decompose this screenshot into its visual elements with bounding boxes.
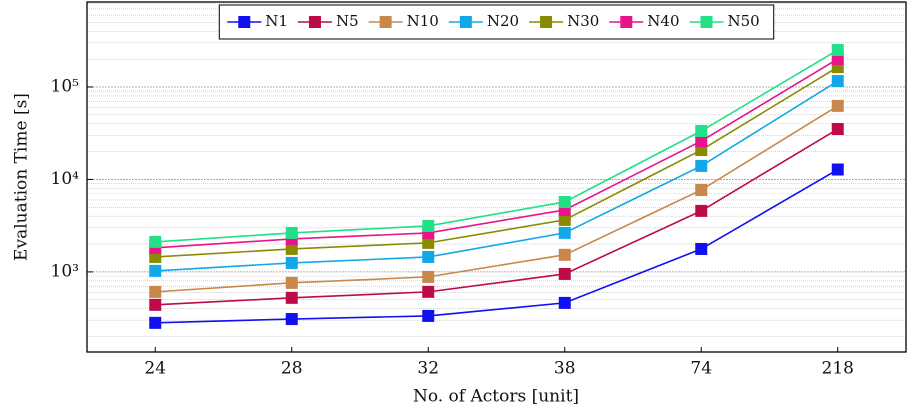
series-line [155,58,839,249]
legend-marker [540,16,553,28]
point [695,242,708,255]
series-line [155,168,839,324]
legend: N1 N5 N10 N20 N30 N40 N50 [218,4,775,40]
series-line [155,105,839,293]
legend-item: N40 [609,12,680,30]
legend-label: N10 [407,12,439,30]
point [695,125,708,138]
point [422,309,435,322]
point [422,250,435,263]
legend-marker [459,16,472,28]
point [285,256,298,269]
point [695,135,708,148]
point [149,285,162,298]
point [695,183,708,196]
legend-marker [620,16,633,28]
point [422,270,435,283]
legend-label: N1 [265,12,288,30]
point [149,235,162,248]
series-line [155,66,839,258]
legend-label: N20 [487,12,519,30]
x-tick-label: 74 [690,359,712,379]
point [422,236,435,249]
series-line [155,49,839,243]
point [831,44,844,57]
point [149,264,162,277]
x-tick-label: 218 [822,359,854,379]
point [831,99,844,112]
legend-marker [379,16,392,28]
legend-item: N20 [448,12,519,30]
y-tick-label: 10⁴ [51,169,80,189]
point [695,159,708,172]
point [285,291,298,304]
legend-label: N5 [336,12,359,30]
legend-label: N50 [728,12,760,30]
legend-marker [700,16,713,28]
point [149,250,162,263]
point [831,163,844,176]
legend-item: N30 [529,12,599,30]
point [558,226,571,239]
series-line [155,80,839,272]
point [285,226,298,239]
legend-item: N50 [689,12,760,30]
point [695,204,708,217]
point [558,296,571,309]
point [149,316,162,329]
legend-marker [308,16,321,28]
point [558,248,571,261]
legend-marker [238,16,251,28]
x-axis-label: No. of Actors [unit] [413,387,579,407]
point [558,195,571,208]
point [558,267,571,280]
y-axis-label: Evaluation Time [s] [12,93,32,261]
plot-frame [86,1,907,353]
y-tick-label: 10⁵ [51,76,80,96]
point [285,242,298,255]
point [831,123,844,136]
point [422,219,435,232]
x-tick-label: 32 [417,359,439,379]
legend-item: N1 [227,12,288,30]
legend-label: N30 [567,12,599,30]
legend-item: N5 [297,12,359,30]
y-tick-label: 10³ [51,261,79,281]
point [558,213,571,226]
point [285,313,298,326]
legend-label: N40 [647,12,679,30]
point [285,276,298,289]
point [149,298,162,311]
x-tick-label: 24 [144,359,166,379]
point [831,75,844,88]
legend-item: N10 [368,12,439,30]
x-tick-label: 38 [554,359,576,379]
x-tick-label: 28 [281,359,303,379]
point [422,285,435,298]
series-line [155,128,839,306]
